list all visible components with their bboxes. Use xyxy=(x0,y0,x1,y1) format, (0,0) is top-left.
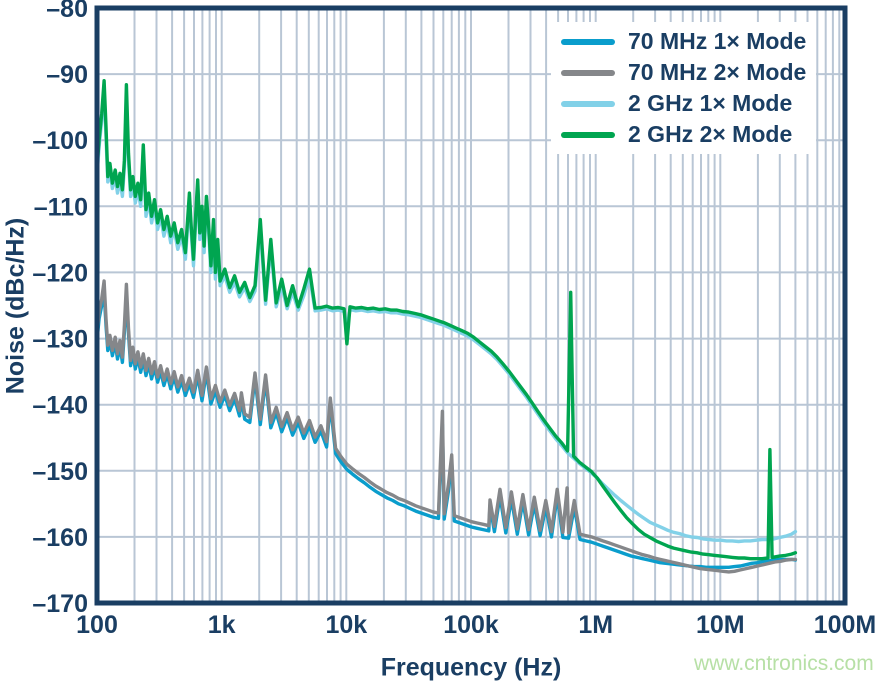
legend-item-70mhz-1x: 70 MHz 1× Mode xyxy=(561,26,806,57)
y-tick-label: –110 xyxy=(34,193,88,221)
plot-border xyxy=(94,5,848,606)
x-tick-label: 100 xyxy=(76,611,118,639)
y-tick-label: –160 xyxy=(32,524,88,552)
x-tick-label: 10k xyxy=(325,611,367,639)
y-tick-label: –120 xyxy=(32,259,88,287)
y-tick-label: –130 xyxy=(32,326,88,354)
legend-item-70mhz-2x: 70 MHz 2× Mode xyxy=(561,57,806,88)
legend-swatch-70mhz-2x xyxy=(561,69,615,76)
series-line-70-mhz-2-mode xyxy=(95,279,798,574)
legend-label: 2 GHz 2× Mode xyxy=(628,121,793,147)
legend-item-2ghz-1x: 2 GHz 1× Mode xyxy=(561,88,806,119)
x-tick-label: 100M xyxy=(814,611,877,639)
y-tick-label: –90 xyxy=(46,61,88,89)
legend-label: 70 MHz 2× Mode xyxy=(628,59,807,85)
y-tick-label: –150 xyxy=(32,458,88,486)
legend-label: 70 MHz 1× Mode xyxy=(628,28,807,54)
y-tick-label: –100 xyxy=(32,127,88,155)
legend-swatch-70mhz-1x xyxy=(561,38,615,45)
x-tick-label: 10M xyxy=(696,611,745,639)
legend-item-2ghz-2x: 2 GHz 2× Mode xyxy=(561,119,806,150)
series-line-2-ghz-1-mode xyxy=(95,92,798,544)
legend-swatch-2ghz-2x xyxy=(561,131,615,138)
x-tick-label: 1k xyxy=(208,611,236,639)
y-axis-title: Noise (dBc/Hz) xyxy=(1,217,30,395)
y-tick-label: –170 xyxy=(32,590,88,618)
series-line-2-ghz-2-mode xyxy=(95,78,798,561)
watermark: www.cntronics.com xyxy=(694,652,874,675)
x-tick-label: 1M xyxy=(578,611,613,639)
y-tick-label: –140 xyxy=(32,392,88,420)
legend-label: 2 GHz 1× Mode xyxy=(628,90,793,116)
x-axis-title: Frequency (Hz) xyxy=(380,653,562,682)
x-tick-label: 100k xyxy=(443,611,499,639)
legend: 70 MHz 1× Mode 70 MHz 2× Mode 2 GHz 1× M… xyxy=(551,22,817,154)
y-tick-label: –80 xyxy=(46,0,88,23)
legend-swatch-2ghz-1x xyxy=(561,100,615,107)
